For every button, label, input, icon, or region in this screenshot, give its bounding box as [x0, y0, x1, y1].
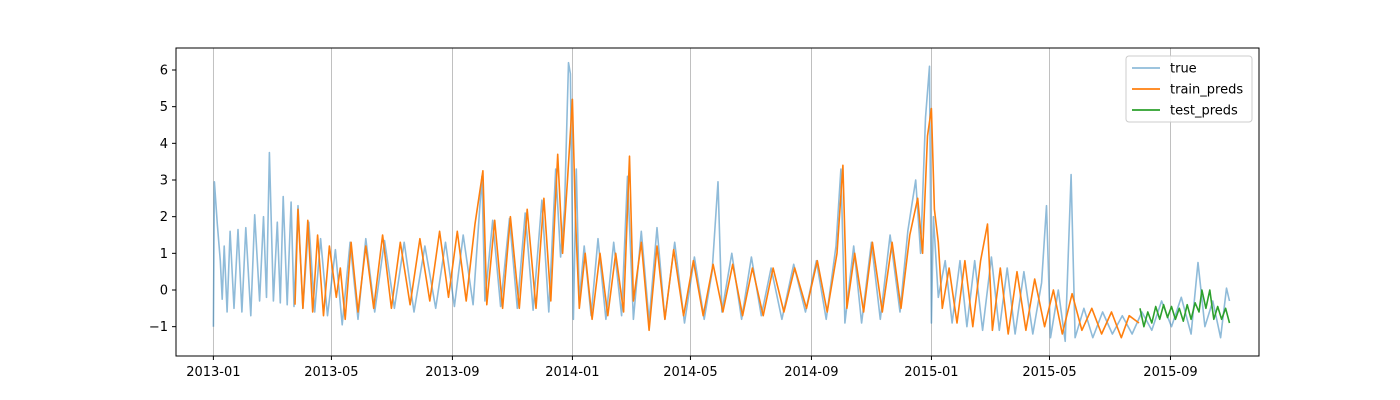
y-tick-label: 6 — [160, 64, 168, 79]
y-tick-label: 1 — [160, 247, 168, 262]
y-tick-label: 2 — [160, 210, 168, 225]
series-layer — [212, 61, 1231, 343]
x-tick-label: 2013-09 — [425, 365, 479, 380]
y-tick-label: 4 — [160, 137, 168, 152]
legend-label: train_preds — [1170, 83, 1243, 98]
x-tick-label: 2013-05 — [304, 365, 358, 380]
plot-frame — [175, 47, 1260, 357]
x-tick-label: 2015-01 — [904, 365, 958, 380]
x-axis: 2013-01 2013-05 2013-09 2014-01 2014-05 2014-… — [186, 356, 1198, 380]
legend-label: true — [1170, 62, 1197, 77]
y-tick-label: −1 — [149, 320, 168, 335]
legend: true train_preds test_preds — [1125, 55, 1253, 123]
x-tick-label: 2014-05 — [663, 365, 717, 380]
x-tick-label: 2014-01 — [545, 365, 599, 380]
x-tick-label: 2015-09 — [1143, 365, 1197, 380]
y-tick-label: 3 — [160, 174, 168, 189]
x-tick-label: 2014-09 — [784, 365, 838, 380]
x-tick-label: 2013-01 — [186, 365, 240, 380]
legend-label: test_preds — [1170, 104, 1238, 119]
y-tick-label: 5 — [160, 100, 168, 115]
series-line-test-preds — [1139, 289, 1231, 328]
y-tick-label: 0 — [160, 284, 168, 299]
legend-box — [1125, 55, 1253, 123]
x-tick-label: 2015-05 — [1022, 365, 1076, 380]
series-line-train-preds — [294, 98, 1140, 339]
y-axis: −1 0 1 2 3 4 5 6 — [149, 64, 176, 335]
